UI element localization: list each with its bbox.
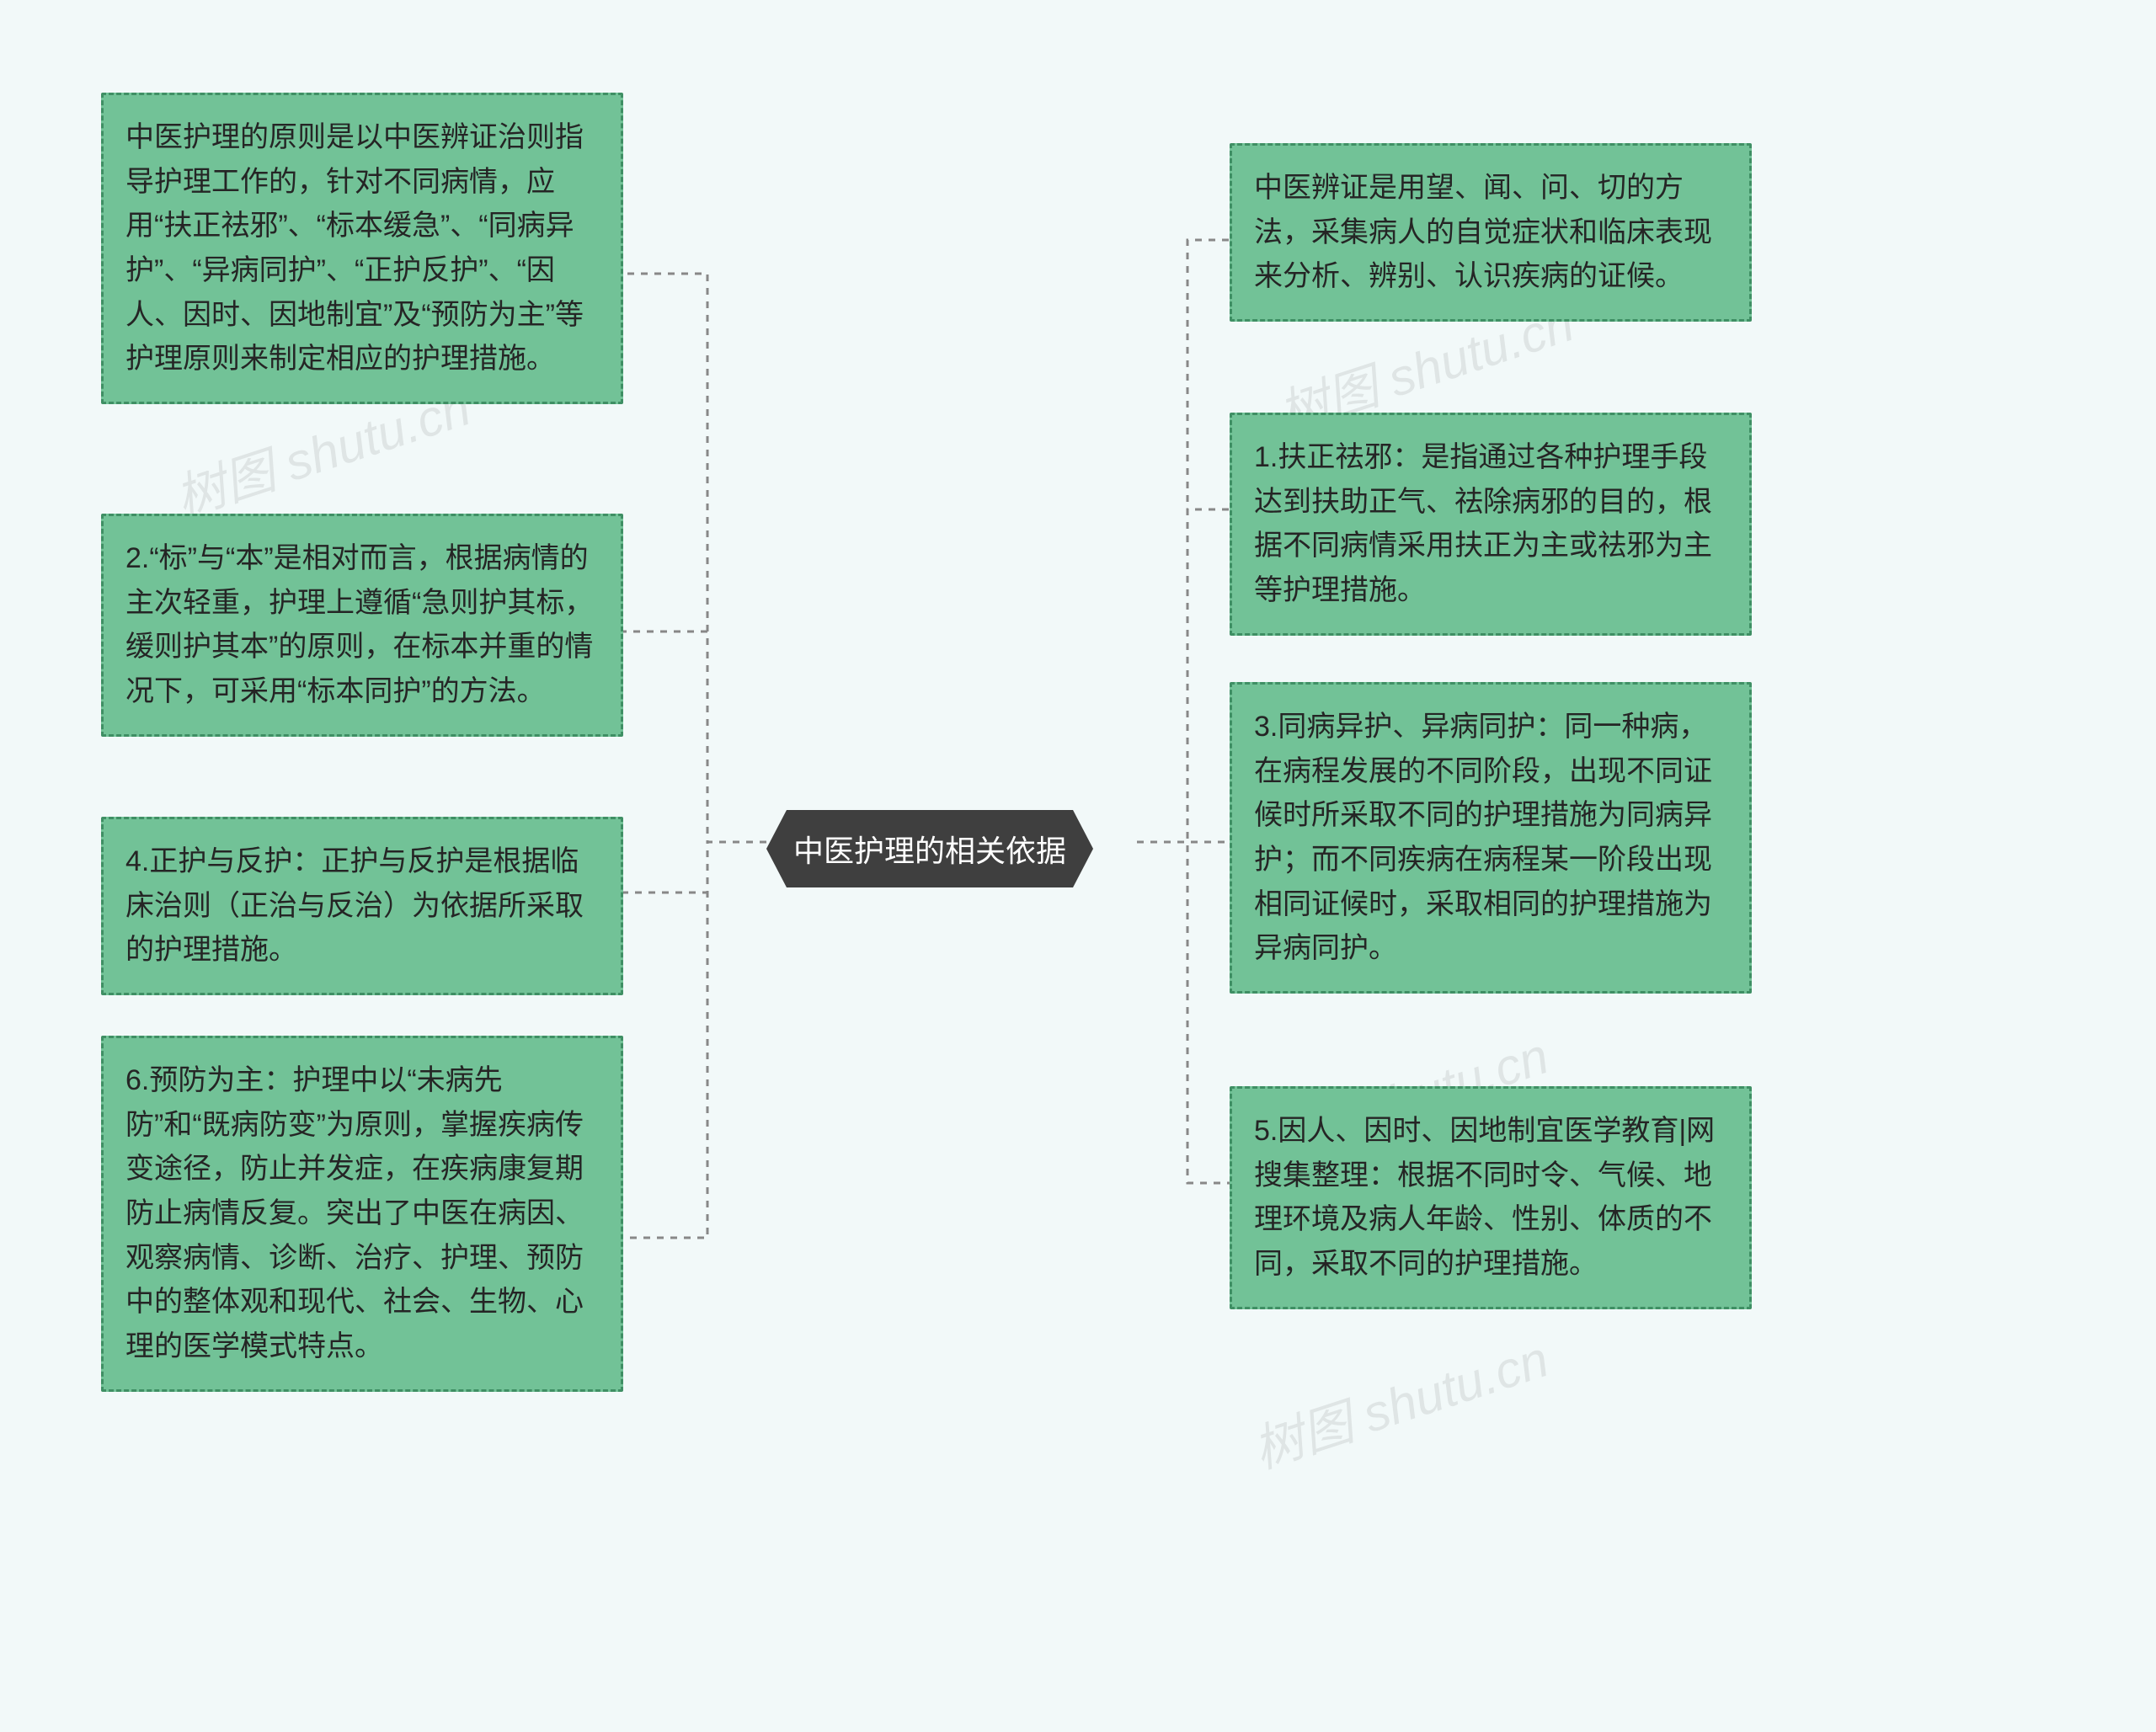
watermark: 树图 shutu.cn <box>1242 1319 1556 1483</box>
mindmap-canvas: 树图 shutu.cn 树图 shutu.cn 树图 shutu.cn 树图 s… <box>0 0 2156 1732</box>
connector-r4 <box>1137 842 1230 1183</box>
connector-r1 <box>1137 240 1230 842</box>
left-node-2[interactable]: 2.“标”与“本”是相对而言，根据病情的主次轻重，护理上遵循“急则护其标，缓则护… <box>101 514 623 737</box>
connector-l4 <box>623 842 766 1238</box>
connector-r2 <box>1137 509 1230 842</box>
left-node-1[interactable]: 中医护理的原则是以中医辨证治则指导护理工作的，针对不同病情，应用“扶正祛邪”、“… <box>101 93 623 404</box>
right-node-3[interactable]: 3.同病异护、异病同护：同一种病，在病程发展的不同阶段，出现不同证候时所采取不同… <box>1230 682 1752 994</box>
right-node-4[interactable]: 5.因人、因时、因地制宜医学教育|网搜集整理：根据不同时令、气候、地理环境及病人… <box>1230 1086 1752 1309</box>
center-topic[interactable]: 中医护理的相关依据 <box>766 810 1093 887</box>
connector-l3 <box>623 842 766 893</box>
connector-l2 <box>623 632 766 842</box>
connector-l1 <box>623 274 766 842</box>
right-node-2[interactable]: 1.扶正祛邪：是指通过各种护理手段达到扶助正气、祛除病邪的目的，根据不同病情采用… <box>1230 413 1752 636</box>
right-node-1[interactable]: 中医辨证是用望、闻、问、切的方法，采集病人的自觉症状和临床表现来分析、辨别、认识… <box>1230 143 1752 322</box>
left-node-3[interactable]: 4.正护与反护：正护与反护是根据临床治则（正治与反治）为依据所采取的护理措施。 <box>101 817 623 995</box>
left-node-4[interactable]: 6.预防为主：护理中以“未病先防”和“既病防变”为原则，掌握疾病传变途径，防止并… <box>101 1036 623 1392</box>
